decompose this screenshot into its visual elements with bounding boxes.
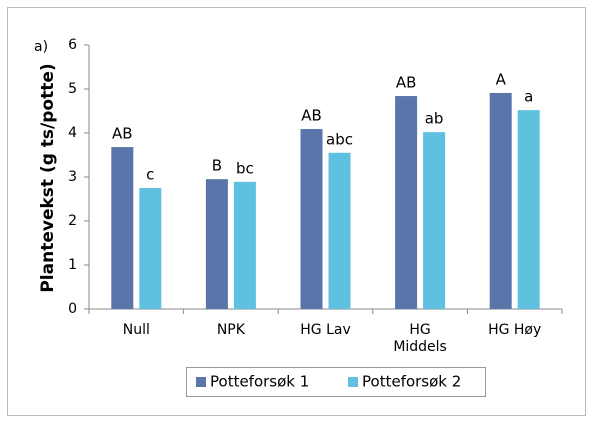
bar-label: AB	[112, 125, 133, 143]
legend-swatch	[348, 377, 358, 387]
x-tick-label-box: NPK	[216, 322, 245, 338]
bar-label: AB	[396, 74, 417, 92]
y-tick-label: 5	[68, 81, 77, 97]
x-tick-label: NPK	[216, 322, 245, 338]
bar-label: B	[212, 157, 222, 175]
y-tick-label: 0	[68, 301, 77, 317]
y-tick-label: 2	[68, 213, 77, 229]
bar	[489, 92, 512, 310]
legend-label: Potteforsøk 1	[210, 373, 309, 391]
bar-label: ab	[425, 110, 444, 128]
bar	[395, 96, 418, 309]
bar-label: c	[146, 166, 154, 184]
y-tick-label: 1	[68, 257, 77, 273]
legend-label: Potteforsøk 2	[362, 373, 461, 391]
x-tick-label-box: Null	[122, 322, 150, 338]
bar-label: abc	[326, 130, 353, 148]
y-tick-label: 3	[68, 169, 77, 185]
chart-frame	[7, 7, 586, 416]
y-axis-label: Plantevekst (g ts/potte)	[38, 63, 58, 292]
x-tick-label-box: HG Middels	[393, 322, 447, 355]
x-tick-label: Null	[122, 322, 150, 338]
legend-swatch	[196, 377, 206, 387]
x-tick-label: HG Høy	[488, 322, 542, 338]
bar-label: AB	[301, 107, 322, 125]
legend-box	[186, 367, 486, 397]
bar	[300, 129, 323, 309]
y-tick-label: 4	[68, 125, 77, 141]
x-tick-label: HG Lav	[300, 322, 351, 338]
x-tick-label: HG Middels	[393, 322, 447, 355]
y-tick-label: 6	[68, 37, 77, 53]
annotation: a)	[34, 39, 48, 55]
bar	[233, 181, 256, 309]
bar	[328, 152, 351, 309]
bar-label: a	[524, 88, 533, 106]
x-tick-label-box: HG Lav	[300, 322, 351, 338]
bar	[139, 188, 162, 309]
bar	[111, 147, 134, 309]
bar-label: A	[496, 70, 507, 88]
bar	[517, 110, 540, 310]
x-tick-label-box: HG Høy	[488, 322, 542, 338]
bar	[205, 179, 228, 309]
bar	[423, 132, 446, 309]
bar-label: bc	[236, 159, 254, 177]
